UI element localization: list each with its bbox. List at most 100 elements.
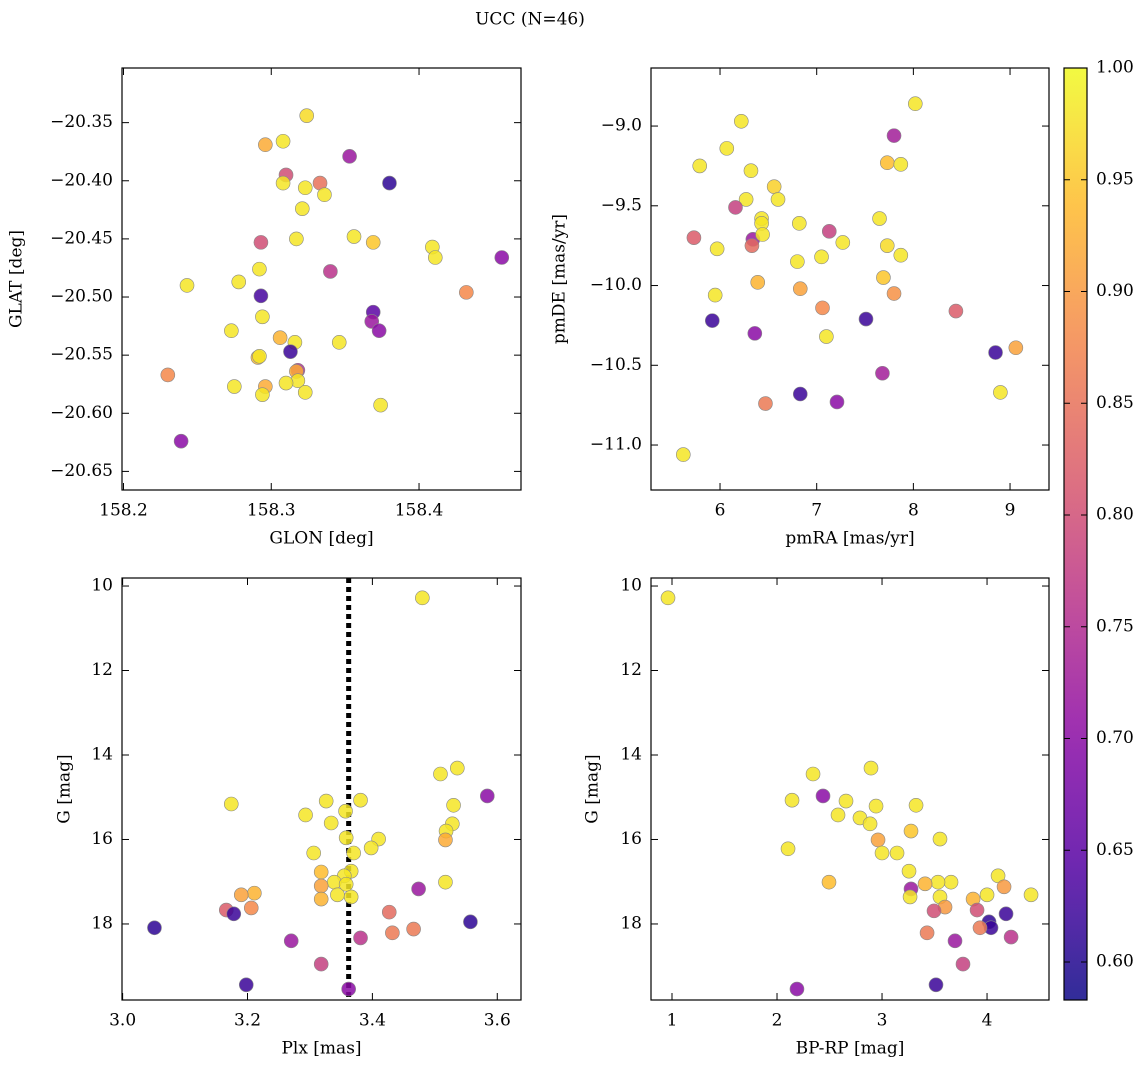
colorbar-tick-label: 0.95 <box>1096 169 1134 189</box>
y-tick-label: −20.65 <box>50 461 113 481</box>
y-tick-label: −20.50 <box>50 287 113 307</box>
colorbar-tick-label: 0.65 <box>1096 840 1134 860</box>
scatter-point <box>411 881 426 897</box>
scatter-point <box>955 956 971 972</box>
x-tick-label: 1 <box>667 1011 678 1031</box>
scatter-point <box>805 766 821 782</box>
scatter-point <box>342 149 357 164</box>
y-tick-label: −9.5 <box>601 195 642 215</box>
scatter-point <box>876 270 891 285</box>
scatter-point <box>275 175 291 191</box>
scatter-point <box>1008 340 1024 356</box>
scatter-point <box>858 311 874 327</box>
scatter-point <box>719 141 735 156</box>
scatter-point <box>247 885 262 901</box>
scatter-point <box>889 845 905 861</box>
scatter-point <box>338 803 353 819</box>
colorbar-tick-label: 0.70 <box>1096 728 1134 748</box>
scatter-point <box>829 394 845 410</box>
scatter-point <box>373 397 388 413</box>
scatter-point <box>675 447 691 462</box>
x-axis-label: GLON [deg] <box>269 529 373 549</box>
x-tick-label: 158.2 <box>99 501 148 521</box>
scatter-point <box>313 878 329 894</box>
plot-frame <box>650 577 1050 1001</box>
scatter-point <box>948 303 964 319</box>
scatter-point <box>930 874 946 890</box>
scatter-point <box>1023 887 1039 903</box>
scatter-point <box>446 797 461 813</box>
scatter-point <box>728 200 743 215</box>
colorbar-tick-label: 0.75 <box>1096 616 1134 636</box>
x-tick-label: 6 <box>715 501 726 521</box>
y-tick-label: −20.35 <box>50 112 113 132</box>
scatter-point <box>917 876 933 892</box>
scatter-point <box>792 386 808 402</box>
scatter-point <box>814 249 829 265</box>
scatter-point <box>926 903 942 919</box>
scatter-point <box>879 238 895 253</box>
y-tick-label: −20.45 <box>50 228 113 248</box>
scatter-point <box>969 902 985 918</box>
y-tick-label: −20.55 <box>50 345 113 365</box>
scatter-point <box>306 845 321 861</box>
scatter-point <box>385 925 400 941</box>
y-tick-label: 18 <box>91 913 113 933</box>
scatter-point <box>353 792 368 808</box>
scatter-point <box>313 956 329 972</box>
scatter-point <box>427 250 443 265</box>
plot-frame <box>121 67 522 491</box>
scatter-point <box>463 914 478 930</box>
scatter-point <box>299 108 315 123</box>
scatter-point <box>346 845 361 861</box>
x-tick-label: 4 <box>982 1011 993 1031</box>
scatter-point <box>747 326 763 341</box>
scatter-point <box>365 235 381 250</box>
scatter-point <box>226 906 242 922</box>
y-axis-label: GLAT [deg] <box>7 230 27 328</box>
scatter-point <box>704 313 720 328</box>
y-tick-label: −20.40 <box>50 170 113 190</box>
scatter-point <box>919 925 935 941</box>
scatter-point <box>179 278 195 293</box>
scatter-point <box>863 760 879 776</box>
scatter-point <box>147 920 162 936</box>
scatter-point <box>438 832 453 848</box>
scatter-point <box>323 815 339 831</box>
plot-frame <box>650 67 1050 491</box>
scatter-point <box>872 211 887 226</box>
scatter-point <box>886 286 902 301</box>
scatter-point <box>947 933 963 949</box>
scatter-point <box>835 235 851 250</box>
scatter-point <box>272 330 288 346</box>
y-axis-label: pmDE [mas/yr] <box>550 214 570 344</box>
y-tick-label: 10 <box>91 576 113 596</box>
y-tick-label: 16 <box>620 829 642 849</box>
scatter-point <box>353 930 368 946</box>
scatter-point <box>766 179 782 194</box>
scatter-point <box>979 887 995 903</box>
scatter-point <box>297 180 313 196</box>
scatter-point <box>341 981 356 997</box>
x-tick-label: 3.0 <box>109 1011 136 1031</box>
y-tick-label: −11.0 <box>590 435 642 455</box>
y-tick-label: 18 <box>620 913 642 933</box>
scatter-point <box>738 192 754 207</box>
scatter-point <box>243 900 259 916</box>
colorbar-tick-label: 0.80 <box>1096 505 1134 525</box>
scatter-point <box>792 281 808 297</box>
y-tick-label: −10.5 <box>590 355 642 375</box>
scatter-point <box>692 158 708 174</box>
scatter-point <box>996 879 1012 895</box>
scatter-point <box>406 921 421 937</box>
scatter-point <box>893 247 909 263</box>
scatter-point <box>743 163 759 179</box>
scatter-point <box>821 874 837 890</box>
x-tick-label: 3.2 <box>234 1011 261 1031</box>
scatter-point <box>346 229 362 244</box>
scatter-point <box>780 841 796 857</box>
scatter-point <box>875 365 890 381</box>
scatter-point <box>870 832 886 848</box>
x-axis-label: BP-RP [mag] <box>796 1039 905 1059</box>
scatter-point <box>744 238 760 253</box>
